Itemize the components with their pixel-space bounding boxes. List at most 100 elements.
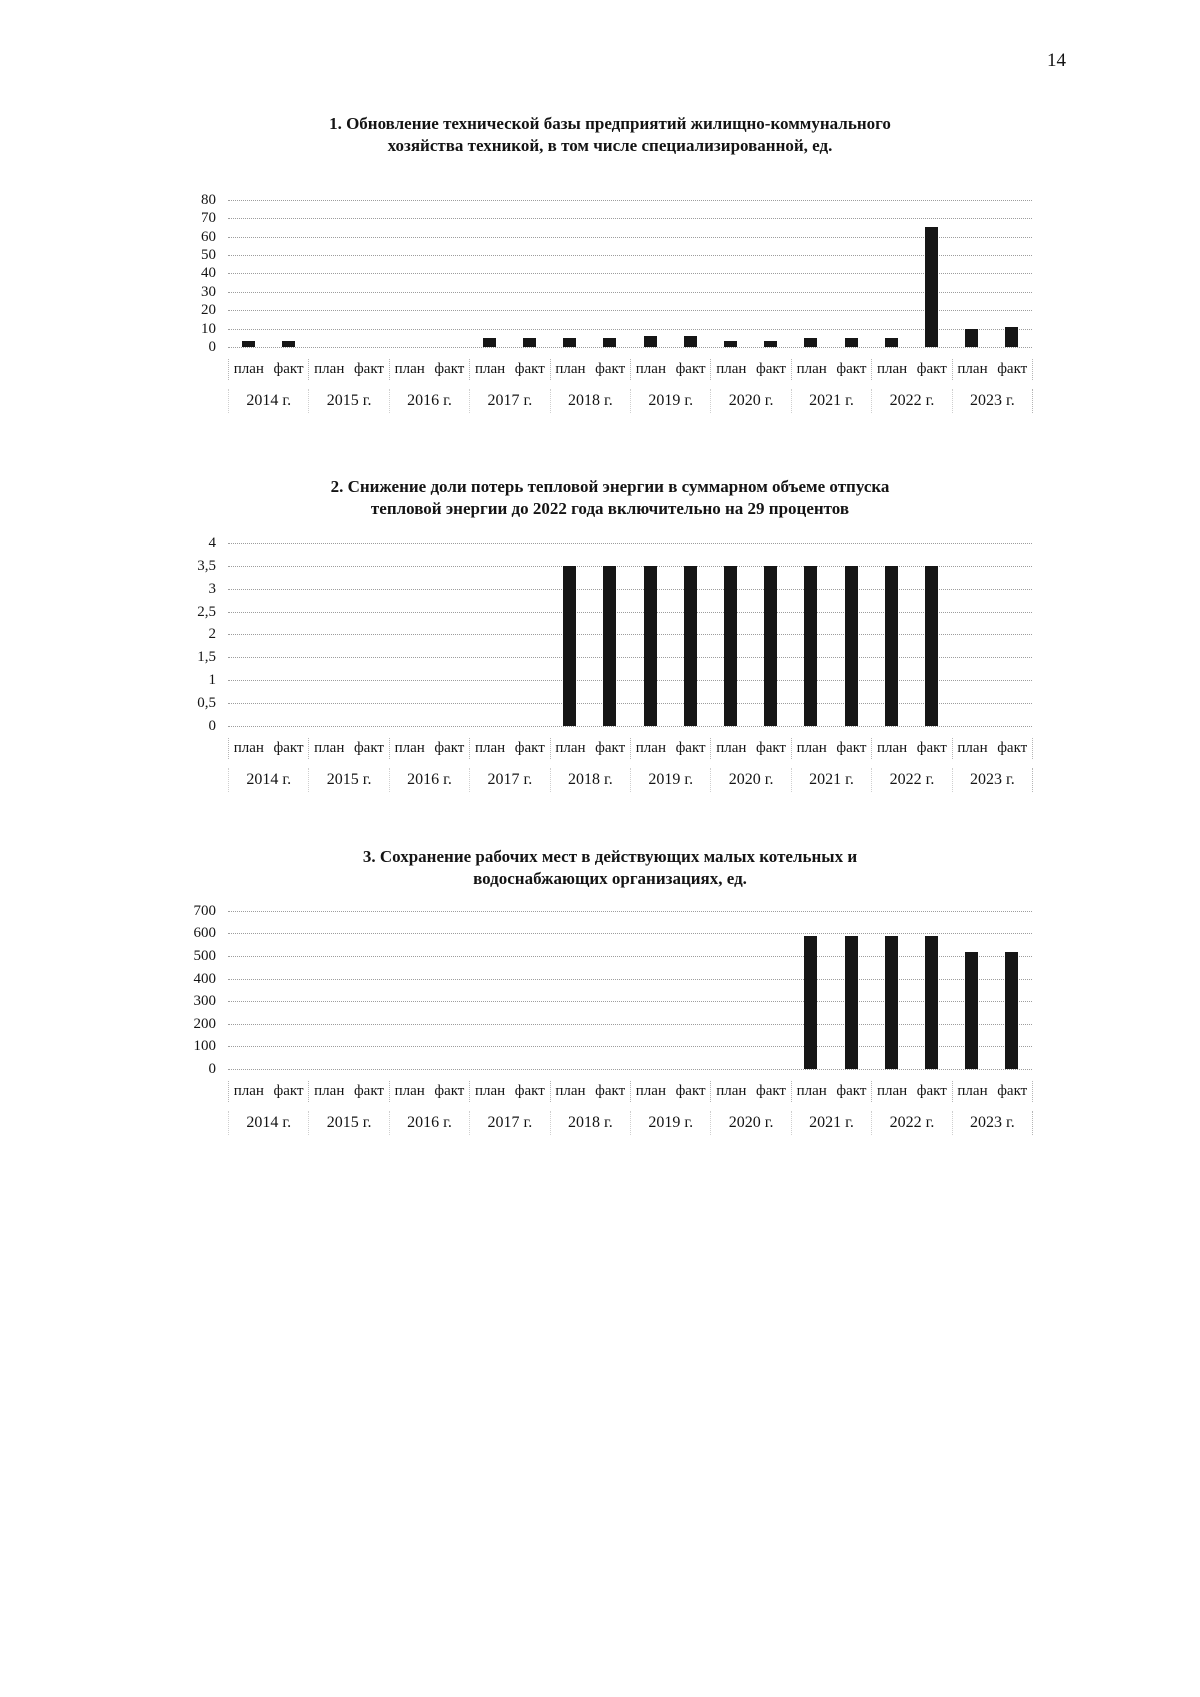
- x-group: план факт: [549, 737, 630, 759]
- y-tick-label: 300: [193, 993, 217, 1010]
- gridline: [228, 1023, 1032, 1025]
- bar-2020-fact: [764, 341, 778, 347]
- bar-2022-fact: [925, 227, 938, 347]
- y-tick-label: 0: [208, 717, 217, 734]
- x-label-plan: план: [877, 739, 908, 756]
- y-tick-label: 50: [201, 247, 216, 263]
- x-label-fact: факт: [836, 360, 867, 377]
- gridline: [228, 255, 1032, 256]
- chart-3-title-line-1: 3. Сохранение рабочих мест в действующих…: [362, 847, 858, 866]
- x-group: план факт: [790, 737, 871, 759]
- x-label-plan: план: [957, 739, 988, 756]
- gridline: [228, 273, 1032, 275]
- chart-2-title: 2. Снижение доли потерь тепловой энергии…: [170, 476, 1050, 521]
- gridline: [228, 218, 1032, 220]
- y-tick-label: 400: [193, 970, 217, 987]
- gridline: [228, 703, 1032, 704]
- x-group: план факт: [951, 737, 1032, 759]
- y-tick-label: 20: [201, 302, 216, 319]
- x-year-label: 2019 г.: [630, 767, 710, 792]
- x-group: план факт: [871, 358, 951, 380]
- x-group: план факт: [630, 1080, 710, 1102]
- y-axis: 700 600 500 400 300 200 100 0: [170, 903, 228, 1077]
- chart-3-plot: 700 600 500 400 300 200 100 0 план факт план факт пл…: [170, 903, 1050, 1135]
- x-year-label: 2018 г.: [549, 767, 630, 792]
- gridline: [228, 956, 1032, 958]
- gridline: [228, 199, 1032, 201]
- x-label-fact: факт: [675, 1082, 706, 1099]
- x-label-plan: план: [474, 1082, 506, 1099]
- x-label-plan: план: [716, 360, 747, 377]
- x-year-label: 2014 г.: [228, 388, 308, 413]
- gridline: [228, 565, 1032, 567]
- x-year-label: 2019 г.: [630, 1110, 710, 1135]
- y-tick-label: 4: [208, 534, 217, 551]
- bar-2022-plan: [884, 565, 898, 726]
- x-year-label: 2020 г.: [710, 388, 790, 413]
- x-group: план факт: [790, 1080, 871, 1102]
- x-label-fact: факт: [595, 739, 626, 756]
- x-year-label: 2020 г.: [710, 1110, 790, 1135]
- gridline: [228, 725, 1032, 727]
- chart-1-plot: 80 70 60 50 40 30 20 10 0 план факт план факт план фак…: [170, 192, 1050, 413]
- x-label-plan: план: [635, 739, 666, 756]
- chart-1-title: 1. Обновление технической базы предприят…: [170, 113, 1050, 158]
- x-label-fact: факт: [514, 1082, 545, 1099]
- chart-block-2: 2. Снижение доли потерь тепловой энергии…: [170, 476, 1050, 792]
- x-label-fact: факт: [836, 739, 867, 756]
- y-tick-label: 3,5: [197, 557, 216, 574]
- x-group: план факт: [710, 1080, 790, 1102]
- bar-2022-plan: [884, 337, 898, 347]
- x-year-label: 2014 г.: [228, 767, 308, 792]
- y-tick-label: 600: [193, 925, 217, 942]
- y-tick-label: 500: [193, 948, 217, 965]
- bar-2021-fact: [844, 337, 858, 347]
- bar-2020-fact: [764, 565, 778, 726]
- x-label-fact: факт: [273, 1082, 304, 1099]
- plot-area: [228, 199, 1032, 348]
- x-group: план факт: [308, 1080, 388, 1102]
- x-year-label: 2021 г.: [790, 767, 871, 792]
- y-tick-label: 40: [201, 265, 216, 282]
- x-label-plan: план: [394, 360, 425, 377]
- x-label-fact: факт: [675, 360, 706, 377]
- x-group: план факт: [951, 1080, 1032, 1102]
- chart-block-3: 3. Сохранение рабочих мест в действующих…: [170, 846, 1050, 1135]
- x-label-plan: план: [957, 1082, 988, 1099]
- gridline: [228, 611, 1032, 613]
- gridline: [228, 236, 1032, 238]
- gridline: [228, 910, 1032, 912]
- x-year-label: 2023 г.: [951, 767, 1032, 792]
- x-group: план факт: [951, 358, 1032, 380]
- x-label-plan: план: [635, 360, 666, 377]
- chart-2-title-line-2: тепловой энергии до 2022 года включитель…: [370, 499, 850, 519]
- x-group: план факт: [228, 737, 308, 759]
- y-tick-label: 3: [208, 580, 217, 597]
- x-group: план факт: [308, 737, 388, 759]
- y-tick-label: 60: [201, 228, 216, 245]
- x-group: план факт: [790, 358, 871, 380]
- bar-2014-plan: [241, 341, 255, 347]
- x-group: план факт: [710, 737, 790, 759]
- bar-2014-fact: [281, 341, 295, 347]
- x-label-fact: факт: [353, 360, 384, 377]
- gridline: [228, 657, 1032, 659]
- x-year-label: 2015 г.: [308, 388, 388, 413]
- y-tick-label: 80: [201, 191, 216, 208]
- x-group: план факт: [710, 358, 790, 380]
- x-group: план факт: [228, 1080, 308, 1102]
- x-label-fact: факт: [997, 1082, 1028, 1099]
- x-year-label: 2017 г.: [469, 388, 549, 413]
- x-group: план факт: [308, 358, 388, 380]
- x-year-label: 2022 г.: [871, 1110, 951, 1135]
- x-label-fact: факт: [836, 1082, 867, 1099]
- x-year-label: 2021 г.: [790, 1110, 871, 1135]
- x-year-label: 2022 г.: [871, 767, 951, 792]
- bar-2022-fact: [925, 565, 938, 726]
- gridline: [228, 634, 1032, 636]
- x-year-label: 2016 г.: [388, 767, 469, 792]
- gridline: [228, 1068, 1032, 1070]
- x-label-plan: план: [796, 1082, 827, 1099]
- page-number: 14: [1047, 50, 1066, 71]
